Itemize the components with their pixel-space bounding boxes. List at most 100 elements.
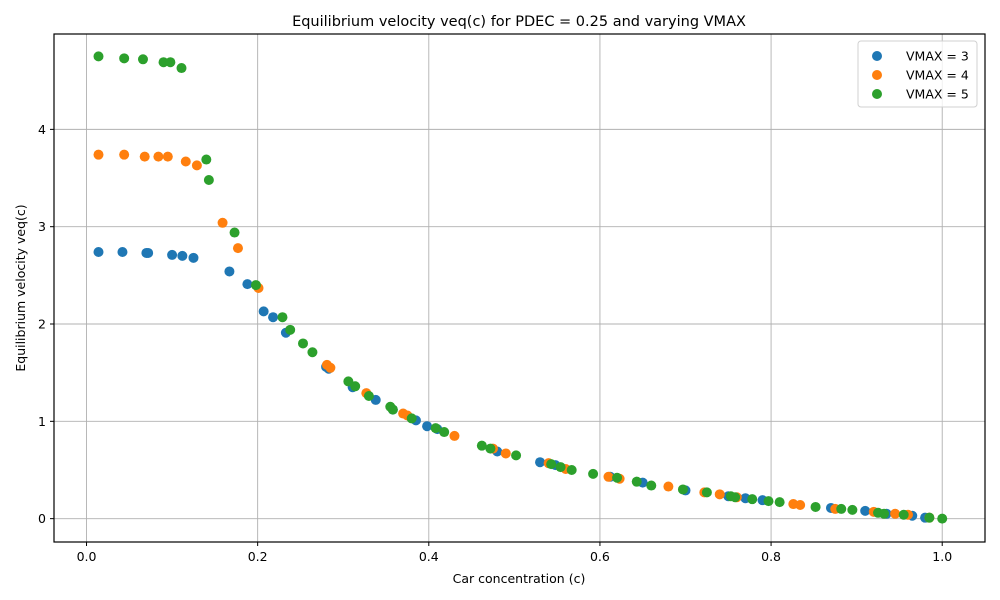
chart-title: Equilibrium velocity veq(c) for PDEC = 0… [292,14,746,30]
legend-label: VMAX = 5 [906,87,969,102]
data-point [612,472,623,483]
data-point [890,508,901,519]
data-point [588,468,599,479]
data-point [229,227,240,238]
x-tick-label: 1.0 [932,549,952,564]
data-point [180,156,191,167]
data-point [810,501,821,512]
data-point [176,63,187,74]
data-points [93,51,948,524]
data-point [763,496,774,507]
data-point [836,503,847,514]
data-point [795,500,806,511]
x-tick-label: 0.0 [77,549,97,564]
data-point [406,413,417,424]
data-point [93,149,104,160]
data-point [701,487,712,498]
data-point [188,252,199,263]
data-point [153,151,164,162]
data-point [663,481,674,492]
y-tick-label: 1 [38,414,46,429]
data-point [631,476,642,487]
data-point [139,151,150,162]
data-point [937,513,948,524]
legend-marker [872,70,882,80]
x-tick-label: 0.4 [419,549,439,564]
data-point [714,489,725,500]
x-axis-ticks: 0.0 0.2 0.4 0.6 0.8 1.0 [77,542,952,564]
x-tick-label: 0.8 [761,549,781,564]
data-point [325,362,336,373]
data-point [224,266,235,277]
legend-marker [872,89,882,99]
data-point [232,243,243,254]
data-point [268,312,279,323]
data-point [201,154,212,165]
data-point [747,494,758,505]
data-point [93,246,104,257]
data-point [860,505,871,516]
data-point [555,462,566,473]
data-point [119,53,130,64]
data-point [177,250,188,261]
data-point [774,497,785,508]
data-point [162,151,173,162]
data-point [117,246,128,257]
data-point [898,509,909,520]
data-point [535,457,546,468]
data-point [847,504,858,515]
legend-label: VMAX = 4 [906,68,969,83]
data-point [191,160,202,171]
data-point [511,450,522,461]
data-point [258,306,269,317]
y-axis-label: Equilibrium velocity veq(c) [13,204,28,371]
y-tick-label: 0 [38,511,46,526]
data-point [879,508,890,519]
data-point [350,381,361,392]
data-point [119,149,130,160]
data-point [439,427,450,438]
axes-frame [53,33,986,543]
data-point [307,347,318,358]
data-point [158,57,169,68]
data-point [250,280,261,291]
series-3 [93,51,948,524]
data-point [566,464,577,475]
data-point [137,54,148,65]
data-point [422,421,433,432]
data-point [476,440,487,451]
series-1 [93,246,931,523]
data-point [449,430,460,441]
legend-label: VMAX = 3 [906,49,969,64]
data-point [430,423,441,434]
data-point [677,484,688,495]
data-point [387,404,398,415]
y-tick-label: 3 [38,219,46,234]
data-point [143,247,154,258]
data-point [500,448,511,459]
data-point [485,443,496,454]
data-point [203,174,214,185]
x-tick-label: 0.6 [590,549,610,564]
data-point [285,324,296,335]
y-tick-label: 2 [38,317,46,332]
data-point [167,249,178,260]
series-2 [93,149,935,523]
data-point [924,512,935,523]
data-point [363,391,374,402]
x-tick-label: 0.2 [248,549,268,564]
legend-box [857,40,978,108]
y-tick-label: 4 [38,122,46,137]
data-point [93,51,104,62]
data-point [603,471,614,482]
data-point [646,480,657,491]
data-point [242,279,253,290]
data-point [277,312,288,323]
legend: VMAX = 3 VMAX = 4 VMAX = 5 [857,40,978,108]
data-point [165,57,176,68]
data-point [217,217,228,228]
data-point [298,338,309,349]
y-axis-ticks: 0 1 2 3 4 [38,122,54,526]
legend-marker [872,51,882,61]
